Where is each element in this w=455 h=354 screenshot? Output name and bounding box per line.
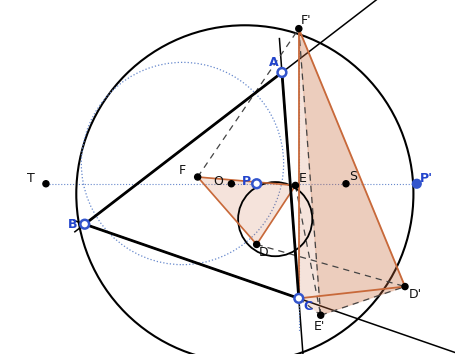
Circle shape [277, 68, 286, 77]
Circle shape [253, 241, 259, 247]
Text: E': E' [313, 320, 324, 333]
Text: D': D' [408, 289, 420, 301]
Circle shape [228, 181, 234, 187]
Circle shape [317, 312, 323, 318]
Polygon shape [197, 177, 295, 244]
Text: E: E [298, 172, 306, 185]
Polygon shape [298, 29, 404, 315]
Circle shape [292, 182, 298, 188]
Circle shape [43, 181, 49, 187]
Polygon shape [298, 29, 404, 315]
Circle shape [252, 179, 260, 188]
Text: A: A [268, 56, 278, 69]
Text: O: O [212, 176, 222, 188]
Text: P: P [241, 176, 250, 188]
Text: B: B [68, 218, 77, 230]
Circle shape [194, 174, 200, 180]
Text: C: C [303, 300, 312, 313]
Text: T: T [27, 172, 35, 185]
Text: S: S [349, 170, 357, 183]
Circle shape [342, 181, 348, 187]
Text: D: D [258, 246, 268, 259]
Circle shape [294, 294, 303, 303]
Circle shape [412, 180, 420, 188]
Text: F: F [179, 164, 186, 177]
Circle shape [401, 284, 407, 290]
Circle shape [80, 220, 89, 229]
Circle shape [295, 25, 301, 32]
Text: F': F' [300, 13, 310, 27]
Text: P': P' [419, 172, 432, 185]
